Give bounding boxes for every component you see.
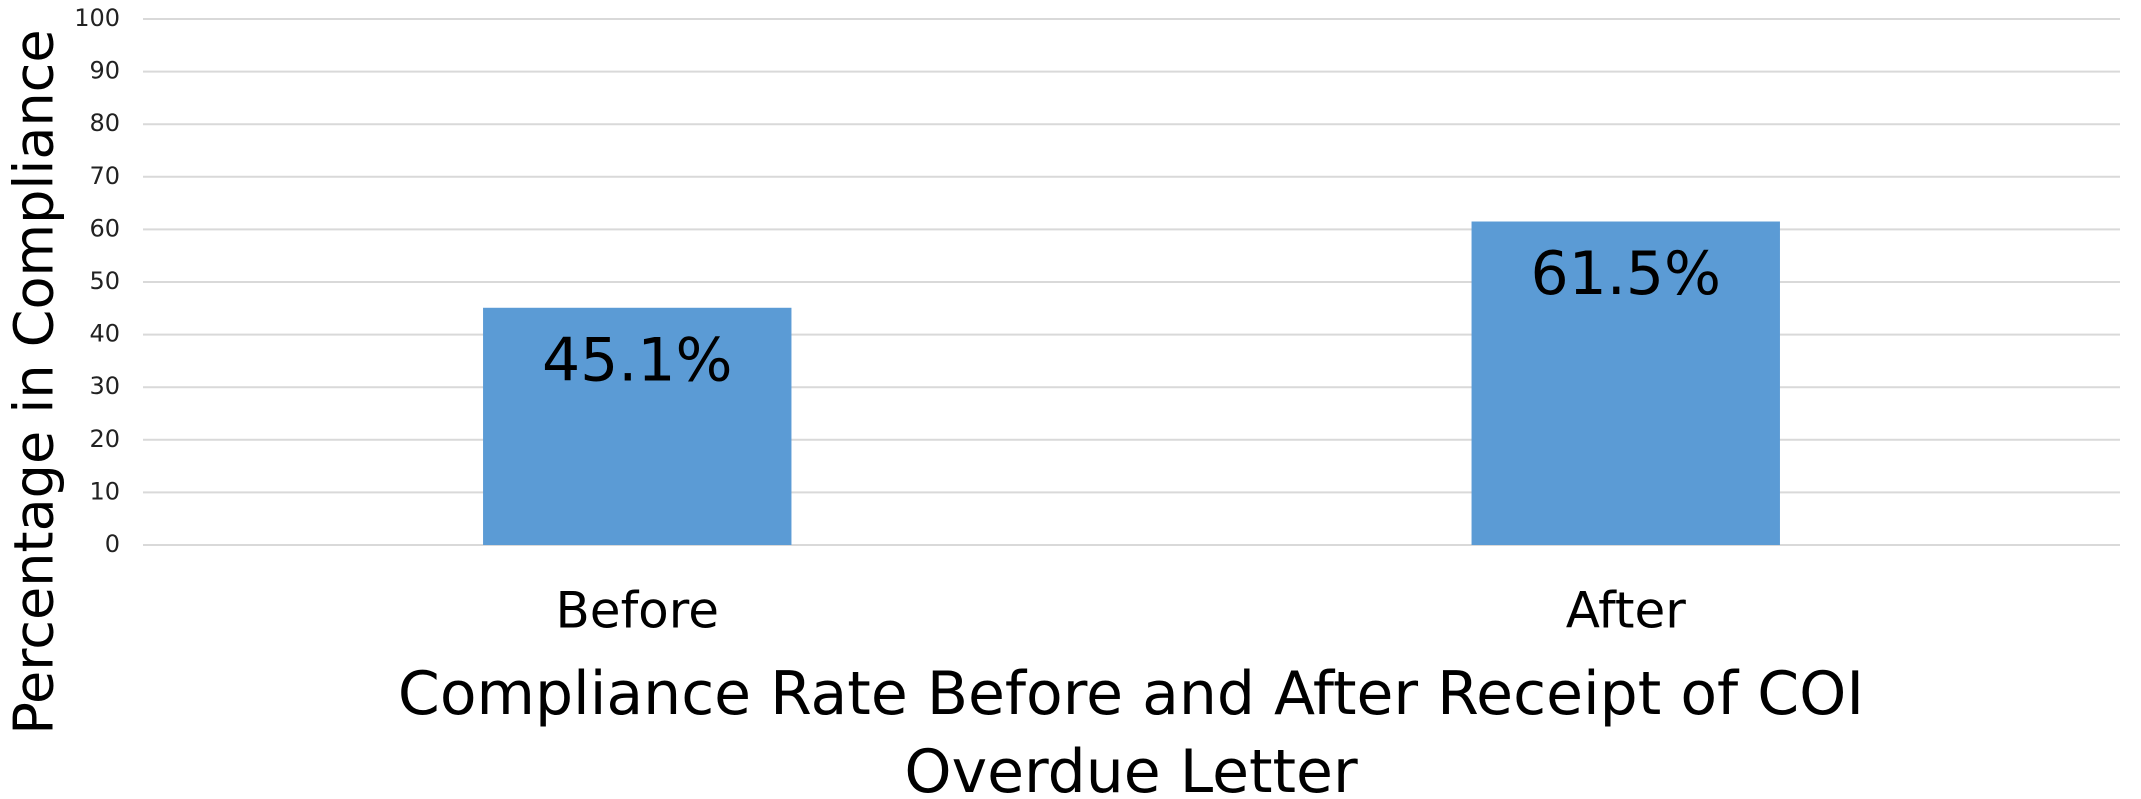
bar xyxy=(483,307,792,545)
y-tick-label: 10 xyxy=(89,477,120,505)
y-tick-label: 0 xyxy=(105,530,120,558)
y-tick-label: 80 xyxy=(89,109,120,137)
y-tick-label: 90 xyxy=(89,57,120,85)
y-tick-label: 60 xyxy=(89,214,120,242)
y-tick-label: 20 xyxy=(89,425,120,453)
x-axis-label: Compliance Rate Before and After Receipt… xyxy=(397,659,1865,799)
x-tick-label: Before xyxy=(556,582,719,640)
y-tick-label: 30 xyxy=(89,372,120,400)
bar xyxy=(1471,221,1780,545)
x-tick-label: After xyxy=(1566,582,1687,640)
y-tick-label: 50 xyxy=(89,267,120,295)
y-axis-label: Percentage in Compliance xyxy=(3,29,66,734)
data-label: 61.5% xyxy=(1530,239,1721,309)
y-tick-label: 40 xyxy=(89,320,120,348)
data-label: 45.1% xyxy=(542,325,733,395)
y-tick-label: 100 xyxy=(74,4,120,32)
y-tick-label: 70 xyxy=(89,162,120,190)
